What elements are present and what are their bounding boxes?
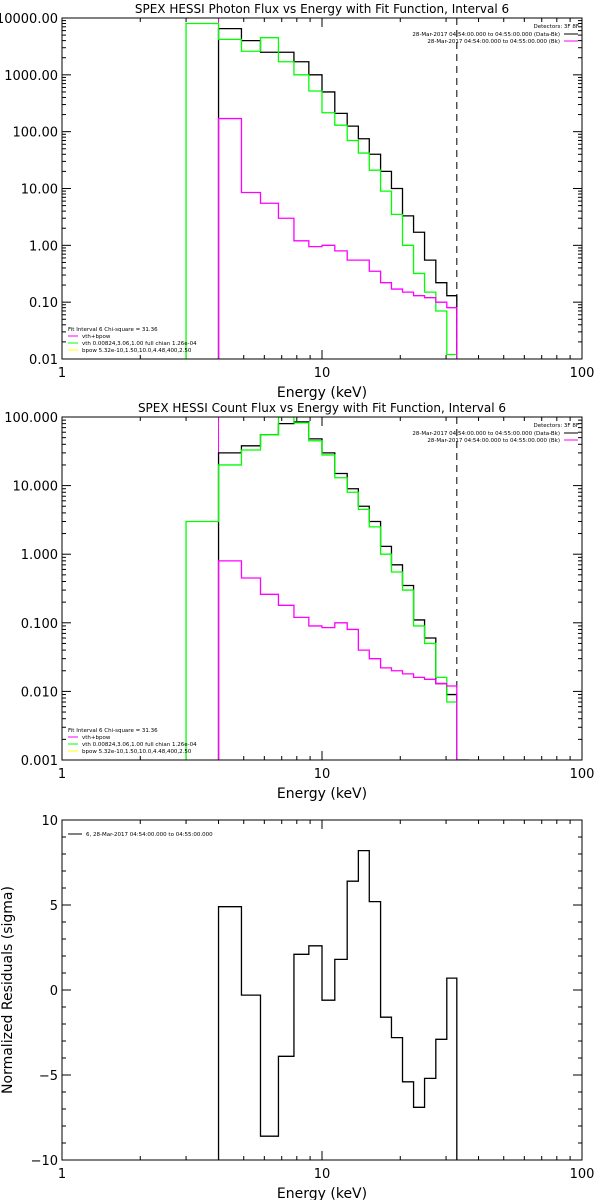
x-tick-label: 100 <box>570 366 595 381</box>
x-tick-label: 10 <box>314 767 331 782</box>
x-axis-label: Energy (keV) <box>277 1186 367 1200</box>
series-line-1 <box>217 849 458 1160</box>
fit-legend-entry: bpow 5.32e-10,1.50,10.0,4.48,400,2.50 <box>82 348 192 354</box>
y-tick-label: 100.00 <box>13 126 59 141</box>
y-tick-label: 0 <box>50 984 58 999</box>
plot-frame <box>61 416 583 761</box>
chart-panel-3: 1 10 100 Energy (keV) 10 5 0 −5 −10 Normalized Re… <box>0 814 594 1200</box>
series-line-2 <box>185 22 458 359</box>
fit-legend-entry: vth+bpow <box>82 334 111 340</box>
legend-title: Detectors: 3F 8F <box>533 24 579 30</box>
y-tick-label: 1.000 <box>21 548 58 563</box>
x-axis-label: Energy (keV) <box>277 385 367 401</box>
y-tick-label: 0.10 <box>29 296 58 311</box>
legend-title: Detectors: 3F 8F <box>533 423 579 429</box>
x-tick-label: 1 <box>58 366 66 381</box>
x-tick-label: 1 <box>58 767 66 782</box>
x-tick-label: 100 <box>570 767 595 782</box>
plot-frame <box>61 819 583 1161</box>
legend-entry: 28-Mar-2017 04:54:00.000 to 04:55:00.000… <box>427 39 560 45</box>
chart-panel-2: SPEX HESSI Count Flux vs Energy with Fit… <box>4 401 594 802</box>
y-tick-label: 100.000 <box>4 411 58 426</box>
x-axis-label: Energy (keV) <box>277 786 367 802</box>
chart-panel-1: SPEX HESSI Photon Flux vs Energy with Fi… <box>0 2 594 401</box>
legend-entry: 28-Mar-2017 04:54:00.000 to 04:55:00.000… <box>412 431 560 437</box>
y-tick-label: 0.01 <box>29 353 58 368</box>
y-tick-label: 10.00 <box>21 183 58 198</box>
fit-legend-entry: bpow 5.32e-10,1.50,10.0,4.48,400,2.50 <box>82 749 192 755</box>
series-line-1 <box>217 421 458 760</box>
series-line-2 <box>185 417 469 760</box>
y-tick-label: 1.00 <box>29 239 58 254</box>
legend-entry: 28-Mar-2017 04:54:00.000 to 04:55:00.000… <box>427 438 560 444</box>
y-tick-label: −10 <box>31 1154 58 1169</box>
y-tick-label: 5 <box>50 899 58 914</box>
fit-legend-entry: vth 0.00824,3.06,1.00 full chian 1.26e-0… <box>82 341 197 347</box>
legend-entry: 28-Mar-2017 04:54:00.000 to 04:55:00.000… <box>412 32 560 38</box>
fit-legend-entry: vth+bpow <box>82 735 111 741</box>
x-tick-label: 1 <box>58 1167 66 1182</box>
chart-title: SPEX HESSI Photon Flux vs Energy with Fi… <box>135 2 509 16</box>
y-tick-label: 0.001 <box>21 754 58 769</box>
y-tick-label: −5 <box>39 1069 58 1084</box>
y-tick-label: 0.010 <box>21 685 58 700</box>
x-tick-label: 10 <box>314 1167 331 1182</box>
x-tick-label: 100 <box>570 1167 595 1182</box>
fit-legend-title: Fit Interval 6 Chi-square = 31.36 <box>68 728 158 734</box>
y-axis-label: Normalized Residuals (sigma) <box>0 886 16 1094</box>
legend-entry: 6, 28-Mar-2017 04:54:00.000 to 04:55:00.… <box>86 832 213 838</box>
y-tick-label: 0.100 <box>21 617 58 632</box>
chart-title: SPEX HESSI Count Flux vs Energy with Fit… <box>138 401 506 415</box>
fit-legend-entry: vth 0.00824,3.06,1.00 full chian 1.26e-0… <box>82 742 197 748</box>
x-tick-label: 10 <box>314 366 331 381</box>
y-tick-label: 10 <box>41 814 58 829</box>
y-tick-label: 1000.00 <box>4 69 58 84</box>
y-tick-label: 10000.00 <box>0 12 58 27</box>
fit-legend-title: Fit Interval 6 Chi-square = 31.36 <box>68 327 158 333</box>
y-tick-label: 10.000 <box>13 480 59 495</box>
series-line-3 <box>217 560 469 760</box>
series-line-1 <box>217 27 458 359</box>
plot-frame <box>61 17 583 360</box>
series-line-3 <box>217 117 458 359</box>
